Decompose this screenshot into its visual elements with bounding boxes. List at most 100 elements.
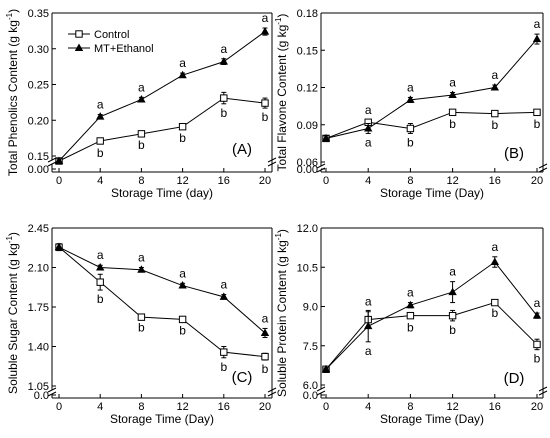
series-line bbox=[58, 31, 266, 162]
panel-label: (C) bbox=[232, 369, 253, 386]
chart-panel-3: 0.01.05 1.40 1.75 2.10 2.45 0 4 8 12 16 20 Storage … bbox=[5, 223, 277, 426]
significance-label: a bbox=[491, 240, 498, 254]
significance-label: a bbox=[138, 251, 145, 265]
significance-label: a bbox=[138, 80, 145, 94]
significance-label: a bbox=[262, 311, 269, 325]
data-point bbox=[260, 27, 270, 35]
y-tick-label: 0.30 bbox=[28, 44, 49, 56]
significance-label: b bbox=[97, 146, 104, 160]
significance-label: b bbox=[179, 131, 186, 145]
data-point bbox=[406, 95, 415, 103]
data-point bbox=[448, 311, 457, 320]
x-tick-label: 20 bbox=[259, 175, 271, 187]
significance-label: b bbox=[262, 110, 269, 124]
y-tick-label: 1.75 bbox=[28, 302, 49, 314]
significance-label: b bbox=[97, 292, 104, 306]
significance-label: a bbox=[449, 75, 456, 89]
significance-label: b bbox=[220, 106, 227, 120]
significance-label: b bbox=[449, 117, 456, 131]
legend-entry: MT+Ethanol bbox=[94, 43, 154, 55]
series-mt-ethanol: a a a a a bbox=[321, 17, 542, 149]
axis-break-mark bbox=[47, 161, 57, 167]
x-axis-label: Storage Time (Day) bbox=[380, 186, 484, 200]
y-axis-label: Total Phenolics Content (g kg-1) bbox=[5, 9, 20, 176]
x-tick-label: 0 bbox=[56, 401, 62, 413]
data-point bbox=[364, 321, 373, 330]
x-axis-label: Storage Time (Day) bbox=[380, 412, 484, 426]
significance-label: a bbox=[365, 295, 372, 309]
data-point bbox=[261, 352, 269, 361]
x-tick-label: 8 bbox=[407, 401, 413, 413]
data-point bbox=[533, 108, 541, 117]
significance-label: a bbox=[534, 296, 541, 310]
panel-label: (B) bbox=[504, 145, 524, 162]
y-tick-label: 0.0 bbox=[34, 390, 49, 402]
y-axis-label: Total Flavone Content (g kg-1) bbox=[274, 14, 289, 172]
y-axis-label-sup: -1 bbox=[274, 17, 283, 25]
y-tick-label: 0.18 bbox=[297, 8, 318, 20]
y-tick-label: 0.20 bbox=[28, 115, 49, 127]
series-mt-ethanol: a a a a a bbox=[321, 240, 542, 373]
x-tick-label: 8 bbox=[138, 401, 144, 413]
data-point bbox=[220, 348, 228, 356]
significance-label: b bbox=[534, 352, 541, 366]
y-tick-label: 10.5 bbox=[297, 262, 318, 274]
series-mt-ethanol: a a a a a bbox=[54, 11, 270, 165]
legend: Control MT+Ethanol bbox=[68, 29, 154, 55]
x-tick-label: 8 bbox=[407, 175, 413, 187]
data-point bbox=[364, 123, 373, 132]
data-point bbox=[448, 287, 457, 296]
x-tick-label: 4 bbox=[365, 175, 371, 187]
significance-label: a bbox=[534, 17, 541, 31]
y-tick-label: 1.05 bbox=[28, 381, 49, 393]
x-tick-label: 20 bbox=[531, 401, 543, 413]
axis-break-mark bbox=[316, 386, 326, 392]
y-axis-label: Soluble Sugar Content (g kg-1) bbox=[5, 232, 20, 394]
y-axis-label-tail: ) bbox=[6, 232, 20, 236]
significance-label: a bbox=[220, 42, 227, 56]
x-tick-label: 4 bbox=[365, 401, 371, 413]
data-point bbox=[178, 315, 187, 324]
significance-label: a bbox=[407, 286, 414, 300]
data-point bbox=[96, 278, 104, 286]
significance-label: b bbox=[179, 324, 186, 338]
significance-label: b bbox=[491, 118, 498, 132]
y-tick-label: 0.15 bbox=[297, 45, 318, 57]
y-tick-label: 0.0 bbox=[303, 390, 318, 402]
significance-label: a bbox=[97, 98, 104, 112]
axis-break-mark bbox=[267, 391, 277, 397]
series-line bbox=[58, 97, 266, 162]
x-tick-label: 0 bbox=[56, 175, 62, 187]
y-axis-label-tail: ) bbox=[275, 229, 289, 233]
chart-panel-1: 0.000.15 0.20 0.25 0.30 0.35 0 4 8 12 16 20 Storage… bbox=[5, 8, 277, 200]
x-tick-label: 0 bbox=[323, 401, 329, 413]
significance-label: a bbox=[365, 344, 372, 358]
series-line bbox=[325, 38, 538, 139]
panel-label: (D) bbox=[504, 370, 525, 387]
data-point bbox=[532, 34, 542, 43]
significance-label: a bbox=[179, 56, 186, 70]
y-tick-label: 1.40 bbox=[28, 342, 49, 354]
y-tick-label: 0.25 bbox=[28, 80, 49, 92]
data-point bbox=[178, 122, 187, 131]
axis-break-mark bbox=[47, 387, 57, 393]
y-tick-label: 2.45 bbox=[28, 223, 49, 235]
series-control: b b b b b bbox=[55, 91, 269, 165]
data-point bbox=[137, 265, 146, 273]
y-tick-label: 0.15 bbox=[28, 151, 49, 163]
significance-label: a bbox=[407, 80, 414, 94]
series-line bbox=[58, 246, 266, 358]
x-tick-label: 20 bbox=[259, 401, 271, 413]
data-point bbox=[219, 292, 228, 300]
axis-break-mark bbox=[538, 390, 548, 396]
significance-label: a bbox=[449, 265, 456, 279]
chart-panel-2: 0.000.06 0.09 0.12 0.15 0.18 0 4 8 12 16 20 Storage… bbox=[274, 8, 548, 200]
significance-label: b bbox=[534, 117, 541, 131]
axis-break-mark bbox=[267, 157, 277, 163]
significance-label: b bbox=[407, 135, 414, 149]
significance-label: a bbox=[491, 68, 498, 82]
significance-label: a bbox=[365, 103, 372, 117]
data-point bbox=[406, 124, 415, 133]
chart-panel-4: 0.06.0 7.5 9.0 10.5 12.0 0 4 8 12 16 20 Storage Tim… bbox=[274, 223, 548, 426]
